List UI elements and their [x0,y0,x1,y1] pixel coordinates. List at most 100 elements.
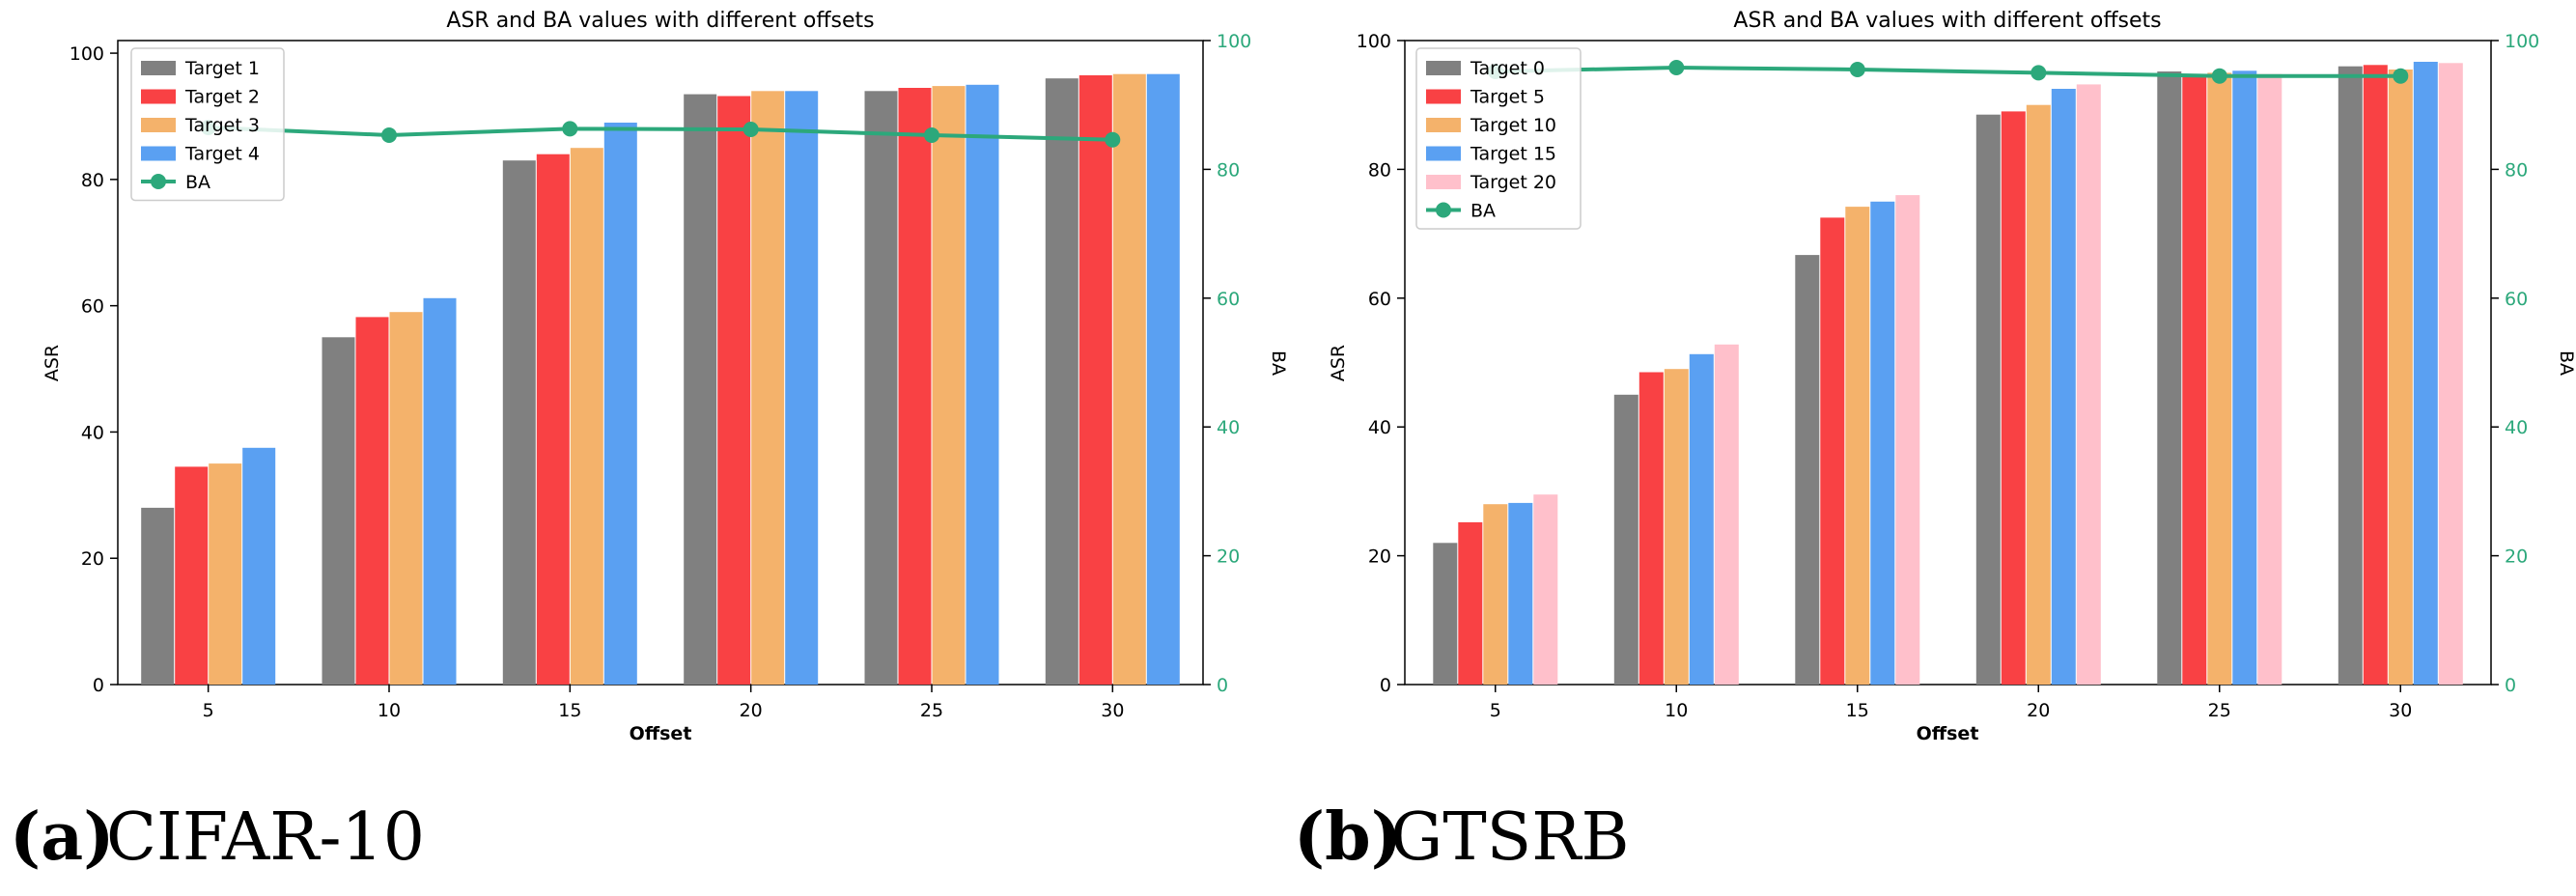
legend-swatch [141,61,176,75]
bar-target-15-10 [1689,353,1714,685]
x-tick-label: 15 [558,700,581,721]
y2-tick-label: 80 [2505,159,2528,181]
bar-target-4-30 [1146,73,1180,685]
x-tick-label: 30 [2389,700,2412,721]
y2-tick-label: 60 [1217,289,1240,310]
ba-point-15 [562,121,578,137]
x-tick-label: 10 [1665,700,1688,721]
legend-label: Target 2 [184,87,260,108]
ba-point-25 [2211,68,2227,84]
bar-target-15-5 [1508,502,1533,685]
y-tick-label: 100 [1357,31,1391,52]
x-tick-label: 5 [203,700,214,721]
x-tick-label: 30 [1101,700,1124,721]
axes-group: 0 20 40 60 80 100 0 20 40 60 80 100 5 10 15 20 25 30 [1357,31,2540,721]
bar-target-3-5 [209,463,242,685]
legend-swatch [1426,118,1461,132]
bar-target-5-30 [2363,65,2388,686]
bar-target-10-25 [2207,72,2232,685]
bar-target-10-20 [2026,104,2051,685]
bar-target-3-15 [570,148,603,685]
bar-target-20-20 [2076,84,2101,685]
y2-tick-label: 40 [2505,417,2528,438]
bar-target-2-10 [355,317,389,685]
bar-target-1-30 [1045,78,1078,685]
y-tick-label: 40 [1368,417,1391,438]
legend-marker [151,174,166,189]
ba-line-group [200,120,1121,148]
bar-target-0-15 [1795,255,1820,685]
ba-point-20 [2030,65,2047,81]
ba-point-15 [1849,62,1865,77]
bar-target-2-25 [898,88,932,685]
x-tick-label: 25 [920,700,943,721]
y2-tick-label: 80 [1217,159,1240,181]
bar-target-2-15 [536,154,570,685]
bar-target-10-30 [2388,70,2413,685]
axes-group: 0 20 40 60 80 100 0 20 40 60 80 100 5 10 15 20 25 30 [70,31,1252,721]
y-tick-label: 0 [93,675,104,696]
legend-label: Target 0 [1470,58,1545,79]
bar-target-3-30 [1112,73,1146,685]
legend-label: Target 10 [1470,115,1556,136]
x-tick-label: 15 [1846,700,1869,721]
plot-frame [1404,40,2492,686]
chart-panel-cifar10: 0 20 40 60 80 100 0 20 40 60 80 100 5 10 15 20 25 30 ASR … [10,9,1289,876]
y-axis-label: ASR [1328,345,1349,381]
ba-line [208,126,1113,142]
bar-target-4-25 [966,84,999,686]
bar-target-3-10 [389,312,423,685]
x-tick-label: 20 [740,700,763,721]
bar-target-10-5 [1483,504,1508,685]
y2-tick-label: 40 [1217,417,1240,438]
ba-point-10 [381,127,397,143]
bar-target-2-5 [175,466,209,685]
bar-target-15-15 [1870,201,1895,686]
bar-target-15-25 [2232,70,2257,686]
y2-tick-label: 60 [2505,289,2528,310]
panel-caption: (a) CIFAR-10 [10,798,425,876]
y2-tick-label: 0 [1217,675,1228,696]
bar-target-0-30 [2338,66,2363,685]
bar-target-0-5 [1433,543,1458,685]
bar-target-10-15 [1845,207,1870,685]
bars-group [1433,62,2463,686]
legend-swatch [141,118,176,132]
legend: Target 1 Target 2 Target 3 Target 4 BA [130,47,285,202]
y-tick-label: 80 [1368,159,1391,181]
bar-target-1-25 [864,91,898,686]
bar-target-0-10 [1613,394,1638,685]
y2-axis-label: BA [2556,350,2576,376]
bar-target-4-5 [242,447,276,685]
panel-caption: (b) GTSRB [1294,798,1629,876]
legend: Target 0 Target 5 Target 10 Target 15 Target… [1415,47,1582,230]
y2-tick-label: 0 [2505,675,2516,696]
y-tick-label: 20 [81,548,104,570]
caption-text: CIFAR-10 [106,799,425,876]
bar-target-5-15 [1820,217,1845,685]
y-tick-label: 20 [1368,546,1391,568]
bar-target-20-10 [1714,344,1739,685]
y2-tick-label: 20 [1217,546,1240,568]
x-tick-label: 20 [2027,700,2050,721]
bar-target-2-20 [717,96,751,685]
y2-tick-label: 100 [1217,31,1251,52]
x-tick-label: 25 [2208,700,2231,721]
bar-target-5-10 [1638,372,1664,685]
bar-target-1-10 [322,337,355,685]
y-axis-label: ASR [42,345,63,381]
bar-target-5-5 [1458,521,1483,685]
x-axis-label: Offset [1917,723,1979,744]
y2-tick-label: 100 [2505,31,2539,52]
y-tick-label: 60 [81,296,104,318]
bar-target-0-20 [1975,114,2001,685]
legend-label: Target 20 [1470,172,1556,193]
bar-target-4-20 [785,91,819,686]
bar-target-1-5 [141,507,175,685]
y-tick-label: 40 [81,422,104,443]
legend-swatch [1426,146,1461,161]
legend-marker [1436,202,1451,218]
bar-target-10-10 [1664,369,1689,685]
legend-label: Target 5 [1470,87,1545,108]
